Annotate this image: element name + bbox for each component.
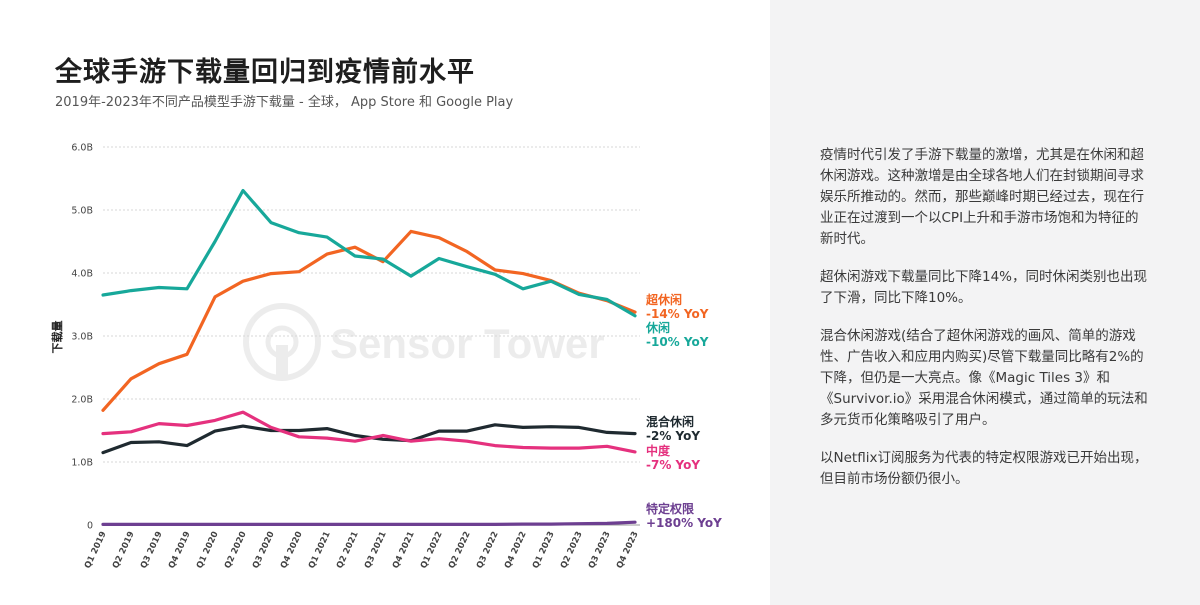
x-tick-label: Q2 2020 — [223, 530, 249, 570]
series-line — [101, 520, 637, 527]
watermark-logo: Sensor Tower — [243, 303, 605, 381]
page-subtitle: 2019年-2023年不同产品模型手游下载量 - 全球， App Store 和… — [55, 95, 514, 110]
y-tick-label: 0 — [87, 521, 93, 532]
y-axis: 0 1.0B 2.0B 3.0B 4.0B 5.0B 6.0B — [71, 143, 93, 532]
series-name-label: 混合休闲 — [646, 414, 694, 429]
commentary-panel — [770, 0, 1200, 605]
x-tick-label: Q4 2023 — [615, 530, 641, 570]
x-tick-label: Q2 2019 — [111, 530, 137, 570]
series-line — [101, 188, 637, 318]
x-axis: Q1 2019 Q2 2019 Q3 2019 Q4 2019 Q1 2020 Q2 20… — [83, 530, 641, 570]
series-name-label: 超休闲 — [645, 292, 682, 307]
line-chart: Sensor Tower 0 1.0B 2.0B 3.0B 4.0B 5.0B 6.0B Q… — [50, 143, 722, 571]
series-yoy-label: -14% YoY — [646, 307, 709, 321]
chart-area: 全球手游下载量回归到疫情前水平 2019年-2023年不同产品模型手游下载量 -… — [50, 57, 723, 571]
paragraph-2: 超休闲游戏下载量同比下降14%，同时休闲类别也出现了下滑，同比下降10%。 — [820, 269, 1148, 306]
x-tick-label: Q3 2022 — [475, 530, 501, 570]
series-name-label: 特定权限 — [646, 501, 694, 516]
series-yoy-label: -2% YoY — [646, 429, 700, 443]
series-name-label: 休闲 — [645, 320, 670, 335]
paragraph-1: 疫情时代引发了手游下载量的激增，尤其是在休闲和超休闲游戏。这种激增是由全球各地人… — [820, 147, 1144, 247]
x-tick-label: Q3 2019 — [139, 530, 165, 570]
x-tick-label: Q4 2021 — [391, 530, 417, 570]
grid-lines — [103, 146, 640, 526]
x-tick-label: Q1 2020 — [195, 530, 221, 570]
y-tick-label: 2.0B — [71, 395, 93, 406]
y-tick-label: 5.0B — [71, 206, 93, 217]
x-tick-label: Q4 2019 — [167, 530, 193, 570]
series-yoy-label: -10% YoY — [646, 335, 709, 349]
x-tick-label: Q1 2019 — [83, 530, 109, 570]
x-tick-label: Q2 2023 — [559, 530, 585, 570]
y-tick-label: 4.0B — [71, 269, 93, 280]
series-lines — [101, 188, 637, 527]
series-yoy-label: +180% YoY — [646, 516, 722, 530]
x-tick-label: Q3 2021 — [363, 530, 389, 570]
x-tick-label: Q1 2023 — [531, 530, 557, 570]
paragraph-3: 混合休闲游戏(结合了超休闲游戏的画风、简单的游戏性、广告收入和应用内购买)尽管下… — [820, 328, 1148, 428]
series-line — [101, 410, 637, 454]
y-tick-label: 6.0B — [71, 143, 93, 154]
x-tick-label: Q4 2022 — [503, 530, 529, 570]
x-tick-label: Q2 2021 — [335, 530, 361, 570]
paragraph-4: 以Netflix订阅服务为代表的特定权限游戏已开始出现，但目前市场份额仍很小。 — [820, 450, 1148, 487]
series-name-label: 中度 — [646, 443, 671, 458]
x-tick-label: Q1 2021 — [307, 530, 333, 570]
x-tick-label: Q3 2023 — [587, 530, 613, 570]
x-tick-label: Q4 2020 — [279, 530, 305, 570]
x-tick-label: Q2 2022 — [447, 530, 473, 570]
x-tick-label: Q1 2022 — [419, 530, 445, 570]
page-title: 全球手游下载量回归到疫情前水平 — [55, 57, 475, 88]
watermark-text: Sensor Tower — [330, 320, 605, 367]
y-tick-label: 1.0B — [71, 458, 93, 469]
y-tick-label: 3.0B — [71, 332, 93, 343]
x-tick-label: Q3 2020 — [251, 530, 277, 570]
y-axis-label: 下载量 — [50, 321, 64, 354]
commentary-text: 疫情时代引发了手游下载量的激增，尤其是在休闲和超休闲游戏。这种激增是由全球各地人… — [820, 145, 1150, 507]
series-line — [101, 229, 637, 412]
series-yoy-label: -7% YoY — [646, 458, 700, 472]
